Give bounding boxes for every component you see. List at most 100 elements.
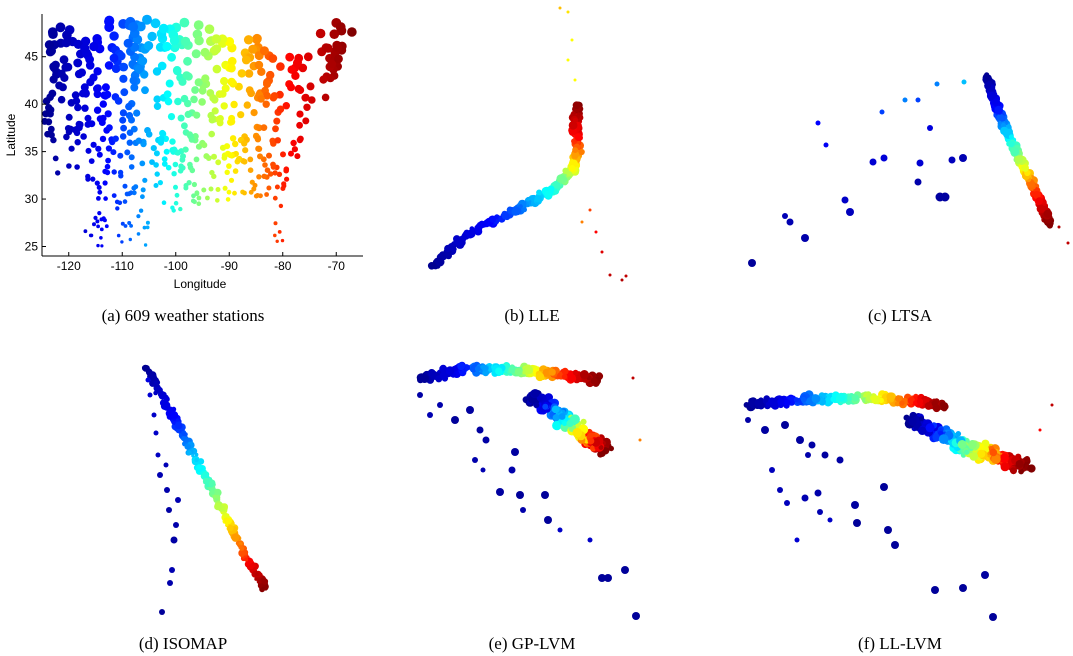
embedding-point (1021, 165, 1029, 172)
station-point (232, 168, 239, 174)
embedding-point (631, 376, 635, 380)
station-point (57, 95, 66, 104)
embedding-point (170, 536, 178, 544)
station-point (42, 110, 50, 118)
embedding-point (608, 273, 612, 277)
station-point (223, 143, 231, 150)
station-point (215, 198, 220, 203)
station-point (140, 194, 145, 200)
station-point (303, 52, 313, 62)
embedding-point (757, 402, 765, 410)
embedding-point (461, 233, 467, 240)
embedding-point (969, 452, 978, 461)
station-point (191, 181, 197, 188)
station-point (178, 163, 184, 169)
embedding-point (992, 98, 999, 105)
station-point (178, 77, 187, 86)
station-point (89, 41, 99, 52)
station-point (90, 141, 97, 148)
embedding-point (223, 513, 230, 519)
embedding-point (902, 97, 908, 103)
station-point (110, 149, 117, 156)
embedding-point (552, 180, 561, 189)
embedding-point (480, 467, 486, 473)
station-point (73, 58, 82, 68)
station-point (290, 139, 297, 147)
station-point (128, 164, 135, 170)
embedding-point (514, 368, 523, 376)
caption-b: (b) LLE (504, 306, 559, 325)
embedding-point (520, 507, 526, 513)
station-point (228, 177, 235, 183)
station-point (158, 135, 165, 142)
station-point (97, 189, 103, 195)
station-point (184, 110, 192, 118)
embedding-point (164, 487, 170, 493)
embedding-point (511, 448, 519, 456)
station-point (229, 135, 237, 142)
embedding-point (194, 457, 199, 463)
station-point (142, 225, 147, 230)
embedding-point (558, 413, 566, 420)
embedding-point (1015, 155, 1024, 164)
station-point (276, 171, 283, 177)
x-tick-label: -70 (328, 259, 346, 273)
embedding-point (175, 428, 181, 434)
embedding-point (574, 133, 583, 141)
embedding-point (155, 452, 161, 458)
station-point (128, 22, 139, 32)
panel-a-y-ticks: 25 30 35 40 45 (25, 50, 46, 254)
embedding-point (568, 374, 577, 383)
station-point (247, 167, 254, 173)
embedding-point (817, 509, 823, 515)
embedding-point (914, 178, 922, 186)
embedding-point (916, 159, 924, 167)
embedding-point (782, 213, 788, 219)
panel-a-xlabel: Longitude (174, 277, 227, 291)
station-point (124, 149, 131, 156)
station-point (208, 186, 214, 192)
station-point (153, 102, 162, 111)
embedding-point (535, 372, 545, 382)
embedding-point (552, 420, 562, 431)
caption-c: (c) LTSA (868, 306, 933, 325)
embedding-point (164, 401, 168, 405)
station-point (248, 44, 258, 54)
embedding-point (1018, 468, 1024, 475)
embedding-point (588, 208, 592, 212)
embedding-point (446, 368, 452, 375)
embedding-point (830, 396, 837, 403)
embedding-point (1028, 181, 1035, 188)
embedding-point (794, 537, 800, 543)
embedding-point (225, 517, 232, 525)
embedding-point (191, 454, 195, 458)
station-point (50, 136, 57, 144)
embedding-point (153, 430, 159, 436)
station-point (297, 135, 304, 142)
embedding-point (568, 120, 578, 130)
caption-e: (e) GP-LVM (489, 634, 576, 653)
station-point (145, 225, 150, 230)
station-point (327, 59, 337, 69)
station-point (302, 117, 310, 125)
embedding-point (467, 231, 474, 239)
station-point (332, 43, 343, 53)
embedding-point (570, 38, 574, 42)
station-point (47, 27, 58, 37)
embedding-point (561, 373, 568, 380)
embedding-point (748, 259, 756, 267)
embedding-point (1066, 241, 1070, 245)
station-point (250, 109, 258, 117)
embedding-point (417, 392, 423, 398)
station-point (83, 229, 88, 234)
embedding-point (160, 391, 167, 398)
embedding-point (447, 245, 453, 251)
station-point (264, 167, 271, 173)
station-point (116, 51, 126, 61)
station-point (201, 187, 207, 193)
embedding-point (1035, 197, 1043, 205)
station-point (183, 185, 189, 191)
embedding-point (743, 402, 750, 408)
embedding-point (761, 426, 769, 434)
embedding-point (1000, 462, 1010, 472)
